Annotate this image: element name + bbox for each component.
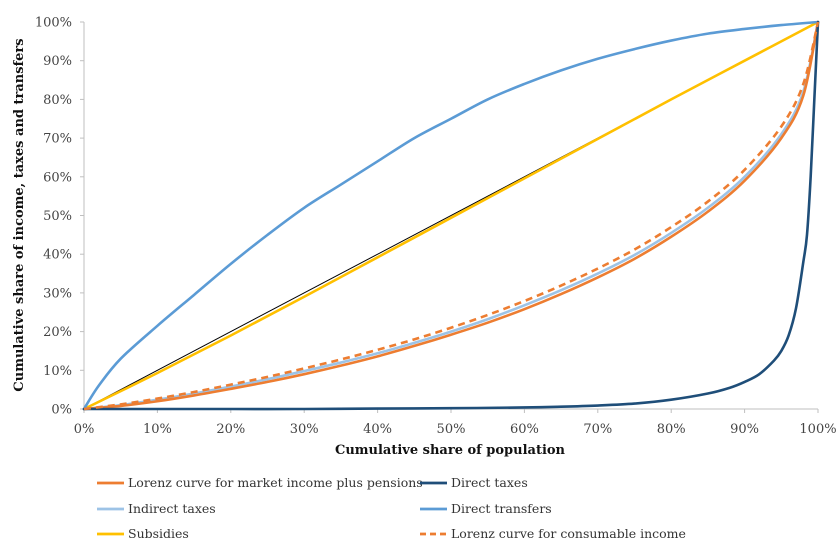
- legend-label: Subsidies: [128, 526, 189, 541]
- y-tick-label: 100%: [35, 16, 72, 31]
- x-tick-label: 20%: [216, 422, 245, 437]
- y-axis-title: Cumulative share of income, taxes and tr…: [12, 38, 27, 391]
- y-tick-label: 40%: [43, 248, 72, 263]
- x-tick-label: 10%: [143, 422, 172, 437]
- x-tick-label: 50%: [437, 422, 466, 437]
- y-tick-label: 0%: [51, 403, 72, 418]
- legend-label: Lorenz curve for consumable income: [451, 526, 686, 541]
- legend: Lorenz curve for market income plus pens…: [97, 475, 686, 541]
- y-tick-label: 50%: [43, 209, 72, 224]
- x-tick-label: 70%: [583, 422, 612, 437]
- y-tick-label: 90%: [43, 54, 72, 69]
- series-line: [82, 20, 820, 411]
- x-tick-label: 80%: [657, 422, 686, 437]
- x-tick-label: 60%: [510, 422, 539, 437]
- y-tick-label: 60%: [43, 170, 72, 185]
- x-tick-label: 100%: [799, 422, 836, 437]
- x-tick-label: 90%: [730, 422, 759, 437]
- legend-label: Direct taxes: [451, 475, 528, 490]
- x-axis-title: Cumulative share of population: [335, 443, 566, 458]
- legend-label: Direct transfers: [451, 501, 552, 516]
- y-tick-label: 10%: [43, 364, 72, 379]
- x-tick-label: 30%: [290, 422, 319, 437]
- y-axis-ticks: 0% 10% 20% 30% 40% 50% 60% 70% 80% 90% 100%: [35, 16, 84, 418]
- x-tick-label: 40%: [363, 422, 392, 437]
- series-lines: [82, 20, 820, 411]
- series-line: [82, 20, 820, 411]
- series-line: [82, 20, 820, 411]
- y-tick-label: 20%: [43, 325, 72, 340]
- series-line: [82, 20, 820, 411]
- y-tick-label: 80%: [43, 93, 72, 108]
- series-line: [82, 20, 820, 411]
- y-tick-label: 70%: [43, 132, 72, 147]
- y-tick-label: 30%: [43, 286, 72, 301]
- series-line: [83, 21, 820, 411]
- legend-label: Lorenz curve for market income plus pens…: [128, 475, 423, 490]
- legend-label: Indirect taxes: [128, 501, 216, 516]
- x-axis-ticks: 0% 10% 20% 30% 40% 50% 60% 70% 80% 90% 100%: [74, 409, 836, 437]
- x-tick-label: 0%: [74, 422, 95, 437]
